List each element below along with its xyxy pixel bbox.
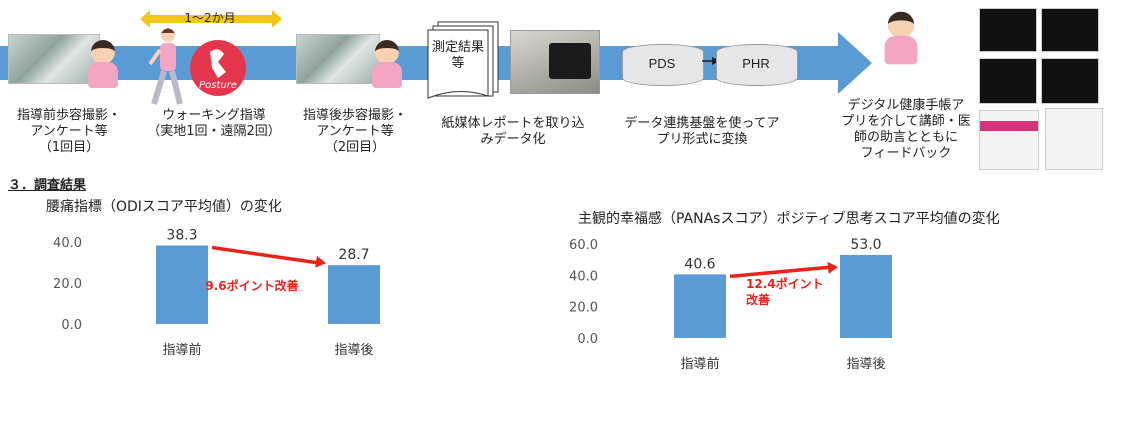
- logo-text: Posture: [199, 80, 237, 91]
- pds-label: PDS: [648, 56, 676, 71]
- bar: [840, 254, 892, 338]
- step-label: デジタル健康手帳ア プリを介して講師・医 師の助言とともに フィードバック: [841, 98, 971, 161]
- data-label: 40.6: [684, 256, 715, 272]
- arrow-head-icon: [827, 261, 838, 274]
- woman-icon: [370, 40, 404, 88]
- step-label: 指導後歩容撮影・ アンケート等 （2回目）: [302, 108, 407, 155]
- y-tick-label: 20.0: [53, 277, 82, 292]
- woman-icon: [882, 11, 919, 65]
- bar: [328, 265, 380, 324]
- improvement-arrow-icon: [211, 245, 321, 265]
- y-tick-label: 40.0: [53, 236, 82, 251]
- walking-woman-icon: [148, 28, 183, 105]
- category-label: 指導前: [680, 356, 719, 372]
- y-tick-label: 0.0: [577, 332, 598, 347]
- duration-label: 1〜2か月: [184, 11, 236, 25]
- chart1-odi: 0.0 20.0 40.0 38.3 指導前 28.7 指導後 9.6ポイント改善: [53, 227, 380, 358]
- woman-icon: [86, 40, 120, 88]
- step-label: ウォーキング指導 （実地1回・遠隔2回）: [147, 108, 281, 139]
- phr-label: PHR: [742, 56, 770, 71]
- y-tick-label: 60.0: [569, 238, 598, 253]
- app-screenshot: [979, 110, 1039, 170]
- annotation-text: 12.4ポイント: [746, 276, 824, 291]
- section-title: ３．調査結果: [8, 178, 87, 193]
- document-stack-icon: [427, 21, 499, 99]
- doc-label: 測定結果等: [431, 40, 484, 71]
- app-screenshot: [979, 8, 1037, 52]
- after-gait-photo: [296, 34, 380, 84]
- scanner-photo: [510, 30, 600, 94]
- category-label: 指導後: [846, 357, 885, 372]
- app-screenshot: [1041, 58, 1099, 104]
- data-label: 28.7: [338, 247, 369, 263]
- data-label: 38.3: [166, 227, 197, 243]
- annotation-text: 改善: [746, 292, 770, 307]
- bar: [156, 245, 208, 324]
- step-label: 紙媒体レポートを取り込 みデータ化: [441, 116, 585, 147]
- before-gait-photo: [8, 34, 100, 84]
- y-tick-label: 40.0: [569, 269, 598, 284]
- y-tick-label: 20.0: [569, 301, 598, 316]
- bar: [674, 274, 726, 338]
- app-screenshot: [1041, 8, 1099, 52]
- chart2-title: 主観的幸福感（PANAsスコア）ポジティブ思考スコア平均値の変化: [578, 211, 1000, 227]
- arrow-head-icon: [315, 255, 326, 268]
- duration-arrow-icon: [140, 10, 282, 28]
- step-label: データ連携基盤を使ってア プリ形式に変換: [624, 116, 780, 147]
- posture-logo: [190, 40, 246, 96]
- category-label: 指導後: [334, 343, 373, 358]
- app-screenshot: [1045, 108, 1103, 170]
- phr-database-icon: PHR: [716, 38, 798, 88]
- annotation-text: 9.6ポイント改善: [205, 278, 298, 293]
- chart1-title: 腰痛指標（ODIスコア平均値）の変化: [46, 199, 282, 215]
- pds-database-icon: PDS: [622, 38, 704, 88]
- app-screenshot: [979, 58, 1037, 104]
- category-label: 指導前: [162, 342, 201, 358]
- improvement-arrow-icon: [729, 265, 833, 279]
- y-tick-label: 0.0: [61, 318, 82, 333]
- data-label: 53.0: [850, 237, 881, 253]
- step-label: 指導前歩容撮影・ アンケート等 （1回目）: [16, 108, 121, 155]
